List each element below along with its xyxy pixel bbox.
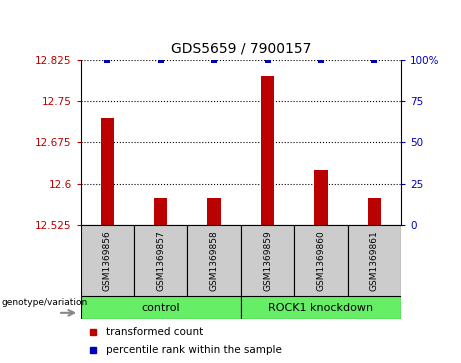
Text: ROCK1 knockdown: ROCK1 knockdown: [268, 303, 373, 313]
Bar: [134, 225, 188, 296]
Text: control: control: [142, 303, 180, 313]
Bar: [154, 197, 167, 225]
Text: GSM1369859: GSM1369859: [263, 230, 272, 291]
Bar: [81, 225, 134, 296]
Bar: [241, 225, 294, 296]
Text: GSM1369860: GSM1369860: [316, 230, 325, 291]
Text: GSM1369861: GSM1369861: [370, 230, 379, 291]
Bar: [188, 225, 241, 296]
Bar: [100, 118, 114, 225]
Text: GSM1369858: GSM1369858: [210, 230, 219, 291]
Text: genotype/variation: genotype/variation: [1, 298, 88, 307]
Text: transformed count: transformed count: [106, 327, 204, 337]
Text: percentile rank within the sample: percentile rank within the sample: [106, 345, 282, 355]
Text: GSM1369857: GSM1369857: [156, 230, 165, 291]
Bar: [314, 170, 328, 225]
Bar: [207, 197, 221, 225]
Bar: [294, 225, 348, 296]
Text: GSM1369856: GSM1369856: [103, 230, 112, 291]
Bar: [241, 296, 401, 319]
Bar: [368, 197, 381, 225]
Bar: [261, 77, 274, 225]
Title: GDS5659 / 7900157: GDS5659 / 7900157: [171, 42, 311, 56]
Bar: [81, 296, 241, 319]
Bar: [348, 225, 401, 296]
